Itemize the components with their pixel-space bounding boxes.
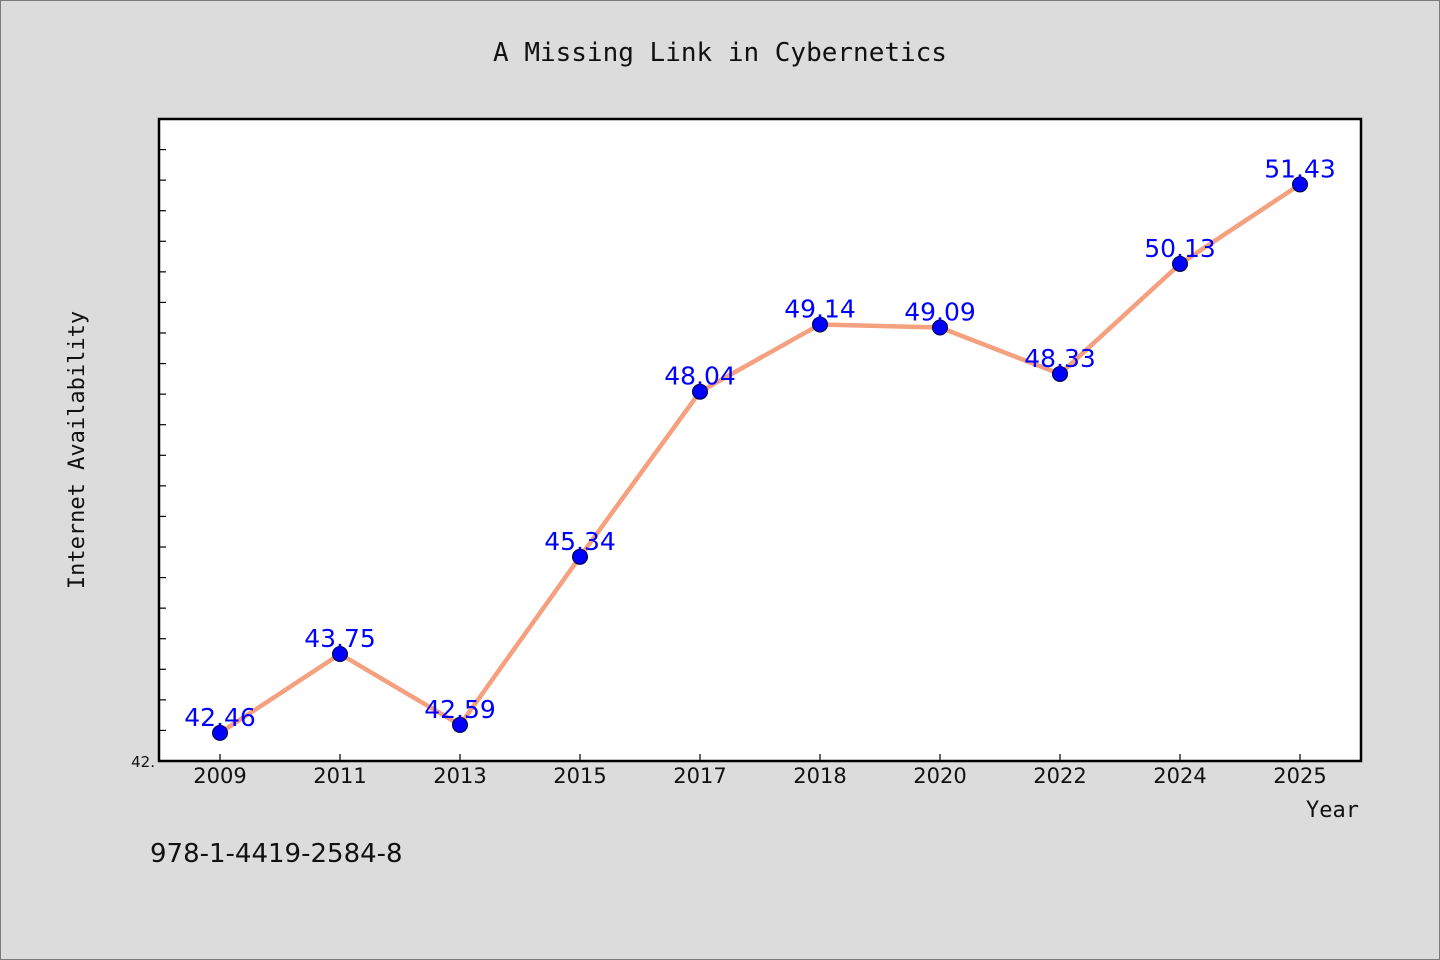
data-label: 45.34 <box>544 527 616 556</box>
data-point <box>572 548 588 565</box>
x-tick-label: 2025 <box>1273 764 1326 788</box>
isbn-text: 978-1-4419-2584-8 <box>150 839 403 869</box>
data-label: 49.14 <box>784 294 856 323</box>
x-tick-label: 2009 <box>193 764 246 788</box>
x-axis-ticks: 2009 2011 2013 2015 2017 2018 2020 2022 2024 2025 <box>193 754 1327 788</box>
chart-title: A Missing Link in Cybernetics <box>493 38 947 68</box>
data-point <box>1292 176 1308 193</box>
data-point <box>932 319 948 336</box>
y-tick-label: 42. <box>131 753 155 771</box>
x-tick-label: 2013 <box>433 764 486 788</box>
plot-area <box>157 117 1363 763</box>
data-labels: 42.46 43.75 42.59 45.34 48.04 49.14 49.09 48.33… <box>184 154 1336 731</box>
data-label: 42.59 <box>424 695 496 724</box>
data-label: 49.09 <box>904 297 976 326</box>
data-label: 48.33 <box>1024 344 1096 373</box>
series-line <box>217 182 1303 736</box>
data-point <box>212 724 228 741</box>
data-label: 51.43 <box>1264 154 1336 183</box>
y-axis-ticks: 42. <box>131 148 166 771</box>
x-tick-label: 2018 <box>793 764 846 788</box>
data-point <box>1172 255 1188 272</box>
x-tick-label: 2020 <box>913 764 966 788</box>
series-layer <box>212 176 1308 741</box>
data-point <box>332 646 348 662</box>
x-tick-label: 2024 <box>1153 764 1206 788</box>
data-point <box>1052 365 1068 382</box>
x-tick-label: 2011 <box>313 764 366 788</box>
data-label: 48.04 <box>664 362 736 391</box>
x-tick-label: 2015 <box>553 764 606 788</box>
data-point <box>812 316 828 333</box>
x-tick-label: 2017 <box>673 764 726 788</box>
x-axis-label: Year <box>1306 798 1359 823</box>
data-label: 50.13 <box>1144 234 1216 263</box>
x-tick-label: 2022 <box>1033 764 1086 788</box>
y-axis-label: Internet Availability <box>65 311 90 589</box>
data-label: 43.75 <box>304 624 376 653</box>
data-point <box>452 716 468 733</box>
data-label: 42.46 <box>184 703 256 732</box>
data-point <box>692 383 708 400</box>
